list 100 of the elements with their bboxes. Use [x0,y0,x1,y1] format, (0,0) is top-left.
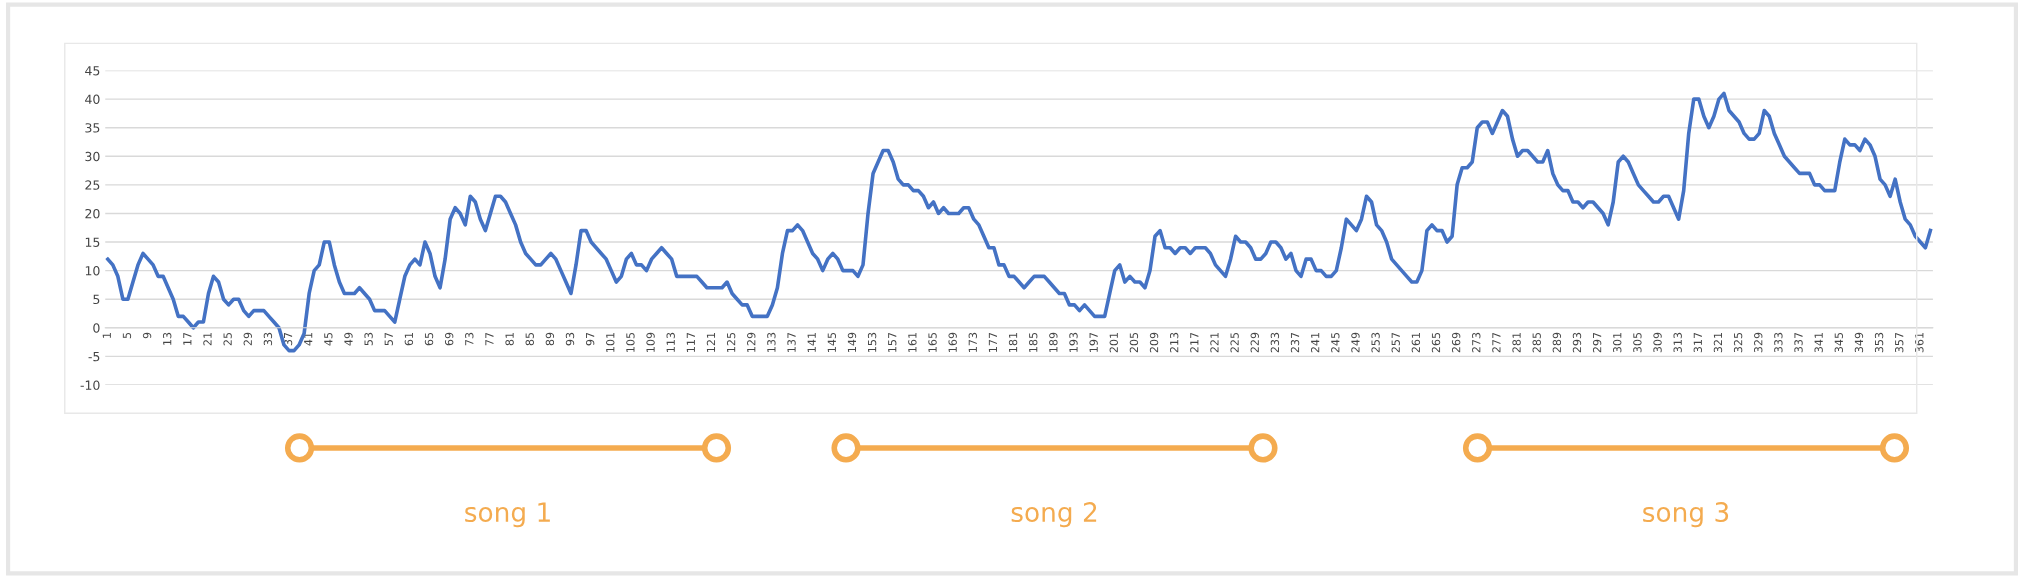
x-tick-label: 65 [424,332,434,346]
x-tick-label: 273 [1472,332,1481,353]
x-tick-label: 161 [908,332,917,352]
x-tick-label: 49 [344,332,353,346]
x-tick-label: 201 [1109,332,1118,353]
x-tick-label: 69 [444,332,454,346]
x-tick-label: 349 [1854,332,1864,353]
y-tick-label: 15 [85,237,100,247]
x-tick-label: 217 [1190,332,1199,353]
x-tick-label: 117 [686,332,695,352]
x-tick-label: 89 [545,332,555,346]
x-tick-label: 205 [1129,332,1139,353]
x-tick-label: 181 [1008,332,1018,352]
x-tick-label: 153 [867,332,877,352]
x-tick-label: 325 [1733,332,1743,353]
y-tick-label: 40 [85,94,100,105]
x-tick-label: 125 [726,332,736,352]
x-tick-label: 337 [1794,332,1803,353]
x-tick-label: 57 [384,332,393,346]
x-tick-label: 93 [565,332,575,346]
x-tick-label: 101 [606,332,615,352]
x-tick-label: 189 [1049,332,1058,352]
x-tick-label: 265 [1431,332,1441,353]
x-tick-label: 321 [1713,332,1723,353]
y-tick-label: 35 [85,123,100,133]
x-tick-label: 253 [1371,332,1380,353]
x-tick-label: 225 [1230,332,1239,353]
x-tick-label: 209 [1149,332,1159,353]
y-tick-label: 45 [85,66,100,76]
x-tick-label: 73 [465,332,474,346]
x-tick-label: 137 [787,332,796,352]
y-tick-label: 25 [85,180,100,190]
x-tick-label: 25 [223,332,232,346]
x-tick-label: 45 [324,332,333,346]
x-tick-label: 97 [585,332,595,346]
x-tick-label: 277 [1492,332,1501,353]
x-tick-label: 185 [1029,332,1038,352]
x-tick-label: 353 [1874,332,1884,353]
x-tick-label: 169 [948,332,957,352]
text: song 1 [465,502,550,528]
x-tick-label: 85 [525,332,534,346]
x-tick-label: 9 [142,332,152,339]
x-tick-label: 313 [1673,332,1682,353]
x-tick-label: 221 [1210,332,1219,353]
x-tick-label: 249 [1351,332,1360,353]
x-tick-label: 329 [1754,332,1763,353]
y-tick-label: 10 [85,266,100,276]
x-tick-label: 13 [163,332,172,345]
x-tick-label: 177 [988,332,997,352]
x-tick-label: 149 [847,332,857,352]
x-tick-label: 197 [1089,332,1098,352]
x-tick-label: 357 [1895,332,1904,353]
x-tick-label: 345 [1834,332,1843,353]
x-tick-label: 297 [1592,332,1602,353]
x-tick-label: 53 [364,332,373,346]
x-tick-label: 241 [1310,332,1320,353]
x-tick-label: 109 [646,332,655,352]
x-tick-label: 293 [1572,332,1582,353]
x-tick-label: 309 [1653,332,1662,353]
x-tick-label: 305 [1633,332,1642,353]
x-tick-label: 81 [505,332,514,346]
x-tick-label: 269 [1451,332,1461,353]
x-tick-label: 289 [1552,332,1562,353]
y-tick-label: -10 [80,380,100,390]
x-tick-label: 141 [807,332,816,352]
x-tick-label: 41 [304,332,313,346]
x-tick-label: 285 [1532,332,1541,353]
x-tick-label: 317 [1693,332,1703,353]
y-tick-label: 5 [93,294,100,305]
x-tick-label: 105 [626,332,635,352]
x-tick-label: 333 [1774,332,1783,353]
y-tick-label: 20 [85,208,100,219]
x-tick-label: 157 [888,332,897,352]
y-tick-label: 30 [85,151,100,162]
x-tick-label: 281 [1512,332,1521,353]
x-tick-label: 237 [1290,332,1300,353]
y-tick-label: 0 [93,323,100,333]
x-tick-label: 341 [1814,332,1823,353]
x-tick-label: 1 [102,332,111,338]
x-tick-label: 33 [263,332,273,346]
text: song 3 [1643,502,1729,528]
x-tick-label: 233 [1270,332,1280,353]
x-tick-label: 5 [122,332,132,339]
x-tick-label: 61 [404,332,414,346]
x-tick-label: 29 [243,332,252,346]
x-tick-label: 17 [183,332,192,345]
x-tick-label: 173 [968,332,977,352]
x-tick-label: 145 [827,332,837,352]
x-tick-label: 245 [1331,332,1340,353]
x-tick-label: 193 [1069,332,1078,352]
x-tick-label: 165 [928,332,937,352]
x-tick-label: 21 [203,332,212,346]
x-tick-label: 77 [485,332,494,346]
x-tick-label: 113 [666,332,675,352]
text: song 2 [1011,502,1097,528]
x-tick-label: 129 [747,332,756,352]
x-tick-label: 261 [1411,332,1421,353]
x-tick-label: 121 [706,332,716,352]
x-tick-label: 213 [1169,332,1179,353]
x-tick-label: 229 [1250,332,1259,353]
